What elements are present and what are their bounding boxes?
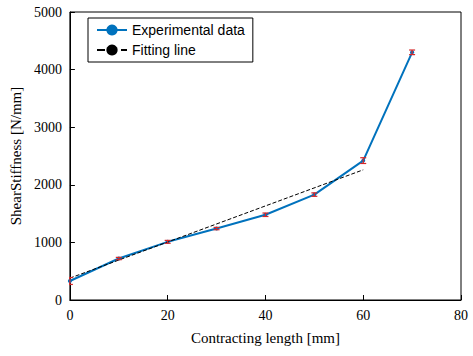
svg-text:Experimental data: Experimental data <box>132 22 245 38</box>
svg-text:0: 0 <box>66 308 73 323</box>
svg-text:0: 0 <box>55 293 62 308</box>
svg-text:60: 60 <box>356 308 370 323</box>
svg-text:2000: 2000 <box>34 177 62 192</box>
svg-text:Contracting length [mm]: Contracting length [mm] <box>191 330 340 346</box>
svg-text:1000: 1000 <box>34 235 62 250</box>
svg-text:ShearStiffness [N/mm]: ShearStiffness [N/mm] <box>8 87 24 225</box>
svg-text:20: 20 <box>161 308 175 323</box>
svg-text:3000: 3000 <box>34 120 62 135</box>
svg-text:4000: 4000 <box>34 62 62 77</box>
svg-text:5000: 5000 <box>34 5 62 20</box>
svg-text:40: 40 <box>258 308 272 323</box>
svg-text:Fitting line: Fitting line <box>132 42 196 58</box>
svg-text:80: 80 <box>454 308 468 323</box>
